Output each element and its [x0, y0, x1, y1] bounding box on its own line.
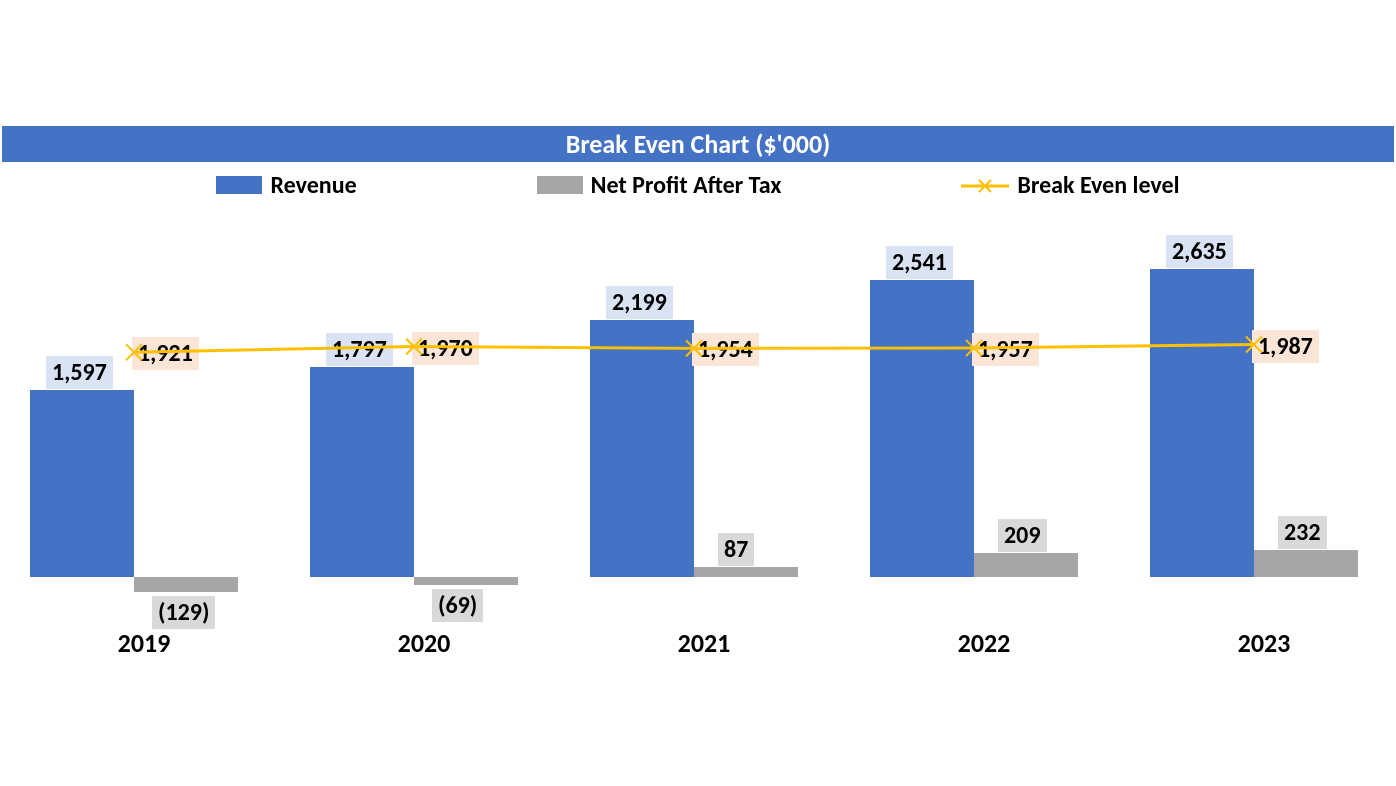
chart-plot-area: 1,597 (129) 1,921 2019 1,797 (69) 1,970 2020 2,1…	[0, 210, 1396, 660]
revenue-bar	[30, 390, 134, 577]
revenue-data-label: 1,597	[46, 356, 113, 389]
legend-netprofit-swatch	[537, 176, 583, 194]
revenue-data-label: 2,199	[606, 286, 673, 319]
x-axis-label: 2023	[1214, 627, 1314, 659]
revenue-bar	[590, 320, 694, 577]
netprofit-data-label: 87	[718, 533, 754, 566]
legend-breakeven: Break Even level	[961, 171, 1179, 200]
x-axis-label: 2020	[374, 627, 474, 659]
revenue-data-label: 2,541	[886, 246, 953, 279]
revenue-data-label: 2,635	[1166, 235, 1233, 268]
revenue-bar	[1150, 269, 1254, 577]
netprofit-data-label: 232	[1278, 516, 1327, 549]
legend-breakeven-swatch	[961, 184, 1009, 187]
chart-title: Break Even Chart ($'000)	[566, 128, 830, 160]
netprofit-bar	[1254, 550, 1358, 577]
chart-legend: Revenue Net Profit After Tax Break Even …	[0, 170, 1396, 200]
breakeven-data-label: 1,987	[1252, 330, 1319, 363]
netprofit-bar	[694, 567, 798, 577]
netprofit-data-label: 209	[998, 519, 1047, 552]
chart-title-bar: Break Even Chart ($'000)	[2, 126, 1394, 162]
revenue-bar	[310, 367, 414, 577]
breakeven-data-label: 1,970	[412, 332, 479, 365]
netprofit-bar	[974, 553, 1078, 577]
revenue-data-label: 1,797	[326, 333, 393, 366]
legend-netprofit-label: Net Profit After Tax	[591, 171, 782, 200]
x-axis-label: 2021	[654, 627, 754, 659]
legend-breakeven-label: Break Even level	[1017, 171, 1179, 200]
revenue-bar	[870, 280, 974, 577]
legend-netprofit: Net Profit After Tax	[537, 171, 782, 200]
x-axis-label: 2019	[94, 627, 194, 659]
x-axis-label: 2022	[934, 627, 1034, 659]
netprofit-data-label: (129)	[152, 596, 215, 629]
breakeven-data-label: 1,954	[692, 333, 759, 366]
netprofit-data-label: (69)	[432, 589, 483, 622]
legend-revenue-swatch	[216, 176, 262, 194]
legend-revenue: Revenue	[216, 171, 356, 200]
netprofit-bar	[134, 577, 238, 592]
netprofit-bar	[414, 577, 518, 585]
legend-revenue-label: Revenue	[270, 171, 356, 200]
breakeven-data-label: 1,957	[972, 333, 1039, 366]
breakeven-data-label: 1,921	[132, 337, 199, 370]
